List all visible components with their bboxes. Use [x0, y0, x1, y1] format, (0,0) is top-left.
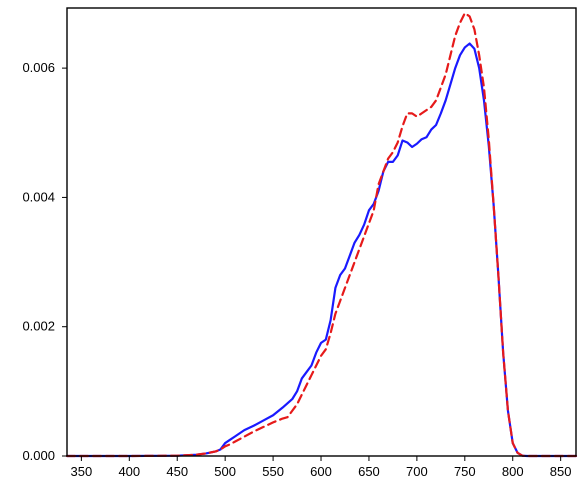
y-axis: 0.000 0.002 0.004 0.006: [22, 60, 67, 463]
series-line-1: [65, 12, 578, 458]
x-tick-label: 800: [502, 464, 524, 479]
x-tick-label: 700: [406, 464, 428, 479]
x-tick-label: 750: [454, 464, 476, 479]
x-tick-label: 550: [262, 464, 284, 479]
x-tick-label: 450: [166, 464, 188, 479]
x-tick-label: 350: [71, 464, 93, 479]
y-tick-label: 0.002: [22, 319, 55, 334]
series-line-0: [65, 42, 578, 458]
x-tick-label: 400: [118, 464, 140, 479]
y-tick-label: 0.006: [22, 60, 55, 75]
x-tick-label: 850: [550, 464, 572, 479]
x-tick-label: 600: [310, 464, 332, 479]
y-tick-label: 0.004: [22, 189, 55, 204]
x-axis: 350 400 450 500 550 600 650 700 750 800 850: [71, 456, 572, 479]
x-tick-label: 650: [358, 464, 380, 479]
x-tick-label: 500: [214, 464, 236, 479]
plot-frame: [66, 7, 577, 457]
y-tick-label: 0.000: [22, 448, 55, 463]
plot-lines: [65, 12, 578, 458]
